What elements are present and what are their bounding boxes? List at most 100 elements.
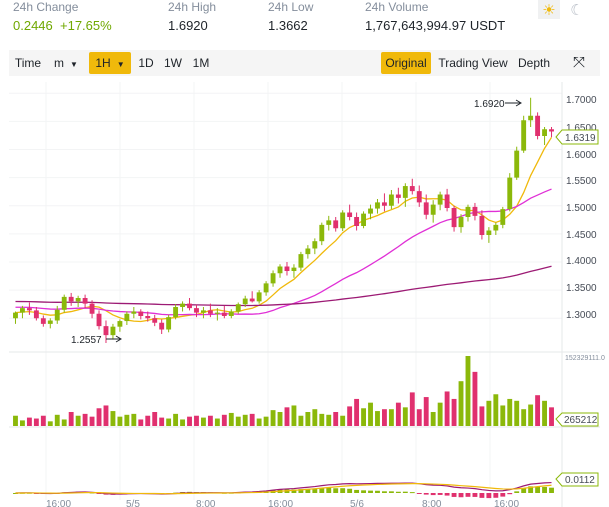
candle-body: [180, 303, 185, 307]
candle-body: [521, 120, 527, 151]
hour-dropdown[interactable]: 1H ▼: [89, 52, 131, 74]
candle-body: [395, 194, 401, 198]
candle-body: [514, 150, 520, 178]
interval-1d-button[interactable]: 1D: [138, 56, 154, 70]
volume-bar: [242, 414, 248, 426]
macd-histogram-bar: [500, 493, 506, 497]
volume-bar: [284, 407, 290, 426]
stats-bar: 24h Change 0.2446 +17.65% 24h High 1.692…: [0, 0, 609, 44]
price-tick: 1.4500: [566, 230, 597, 241]
candle-body: [277, 266, 283, 274]
price-chart[interactable]: 1.7000 1.6500 1.6000 1.5500 1.5000 1.450…: [0, 82, 609, 507]
candle-body: [354, 217, 360, 226]
macd-histogram-bar: [326, 487, 332, 493]
max-price-annotation: 1.6920: [474, 99, 522, 110]
volume-bar: [375, 411, 380, 426]
interval-1m-button[interactable]: 1M: [192, 56, 210, 70]
volume-bar: [145, 415, 151, 426]
volume-bar: [409, 392, 415, 426]
candle-body: [214, 312, 220, 314]
macd-histogram-bar: [451, 493, 457, 497]
volume-bar: [500, 405, 506, 426]
candle-body: [361, 213, 366, 226]
macd-histogram-bar: [395, 491, 401, 493]
current-price-tag: 1.6319: [555, 129, 599, 145]
macd-histogram-bar: [416, 493, 422, 494]
macd-dea-line: [15, 483, 552, 495]
volume-bar: [528, 404, 534, 426]
stat-24h-volume: 24h Volume 1,767,643,994.97 USDT: [365, 0, 505, 34]
volume-bar: [486, 400, 492, 426]
candle-body: [479, 215, 485, 235]
max-price-label: 1.6920: [474, 99, 505, 110]
candle-body: [68, 296, 74, 302]
volume-bar: [256, 418, 262, 426]
change-label: 24h Change: [13, 0, 79, 14]
volume-bar: [277, 412, 283, 426]
interval-1w-button[interactable]: 1W: [164, 56, 182, 70]
candle-body: [89, 303, 95, 314]
macd-histogram-bar: [361, 490, 366, 493]
time-tick: 5/5: [126, 499, 140, 507]
volume-bar: [319, 413, 325, 426]
price-tick: 1.4000: [566, 256, 597, 267]
volume-bar: [173, 413, 179, 426]
volume-bar: [291, 405, 297, 426]
change-percent: +17.65%: [60, 18, 112, 33]
volume-bar: [40, 415, 46, 426]
candle-body: [423, 202, 429, 215]
candle-body: [13, 312, 18, 319]
candle-body: [340, 212, 346, 229]
volume-bar: [152, 412, 158, 426]
candle-body: [166, 317, 172, 330]
candle-body: [465, 206, 471, 217]
depth-button[interactable]: Depth: [517, 56, 551, 70]
price-tick: 1.5000: [566, 203, 597, 214]
volume-bar: [82, 413, 88, 426]
volume-bar: [68, 412, 74, 426]
volume-bar: [96, 408, 102, 426]
candle-body: [242, 298, 248, 305]
minutes-dropdown[interactable]: m ▼: [49, 52, 83, 74]
expand-icon[interactable]: ⤧: [572, 54, 585, 71]
moon-icon[interactable]: ☾: [570, 1, 584, 19]
macd-current: 0.0112: [565, 475, 595, 486]
time-tick: 16:00: [268, 499, 293, 507]
candle-body: [152, 318, 158, 323]
sun-icon[interactable]: ☀: [538, 0, 560, 19]
macd-histogram-bar: [528, 486, 534, 493]
macd-histogram-bar: [458, 493, 464, 498]
volume-bar: [117, 416, 123, 426]
stat-24h-high: 24h High 1.6920: [168, 0, 216, 34]
original-view-button[interactable]: Original: [381, 52, 431, 74]
macd-histogram-bar: [402, 491, 408, 493]
price-axis: 1.7000 1.6500 1.6000 1.5500 1.5000 1.450…: [566, 95, 597, 321]
candle-body: [207, 310, 213, 314]
volume-bar: [131, 413, 137, 426]
volume-bar: [249, 413, 255, 426]
candle-body: [444, 194, 450, 208]
volume-bar: [479, 406, 485, 426]
volume-bar: [423, 397, 429, 426]
candle-body: [375, 202, 380, 209]
candle-body: [507, 177, 513, 210]
candle-body: [187, 303, 192, 309]
macd-histogram-bar: [423, 493, 429, 495]
candle-body: [33, 310, 39, 319]
volume-bar: [159, 417, 165, 426]
time-axis: 16:00 5/5 8:00 16:00 5/6 8:00 16:00: [46, 499, 519, 507]
candle-body: [173, 307, 179, 318]
change-value: 0.2446: [13, 18, 53, 33]
candle-body: [20, 308, 25, 313]
macd-histogram-bar: [479, 493, 485, 498]
volume-bar: [333, 412, 339, 426]
candle-body: [145, 316, 151, 319]
tradingview-button[interactable]: Trading View: [438, 56, 508, 70]
time-button[interactable]: Time: [14, 56, 42, 70]
volume-bar: [361, 408, 366, 426]
stat-24h-change: 24h Change 0.2446 +17.65%: [13, 0, 112, 34]
candle-body: [458, 217, 464, 228]
price-tick: 1.7000: [566, 95, 597, 106]
candle-body: [347, 212, 353, 217]
volume-bar: [354, 398, 360, 426]
